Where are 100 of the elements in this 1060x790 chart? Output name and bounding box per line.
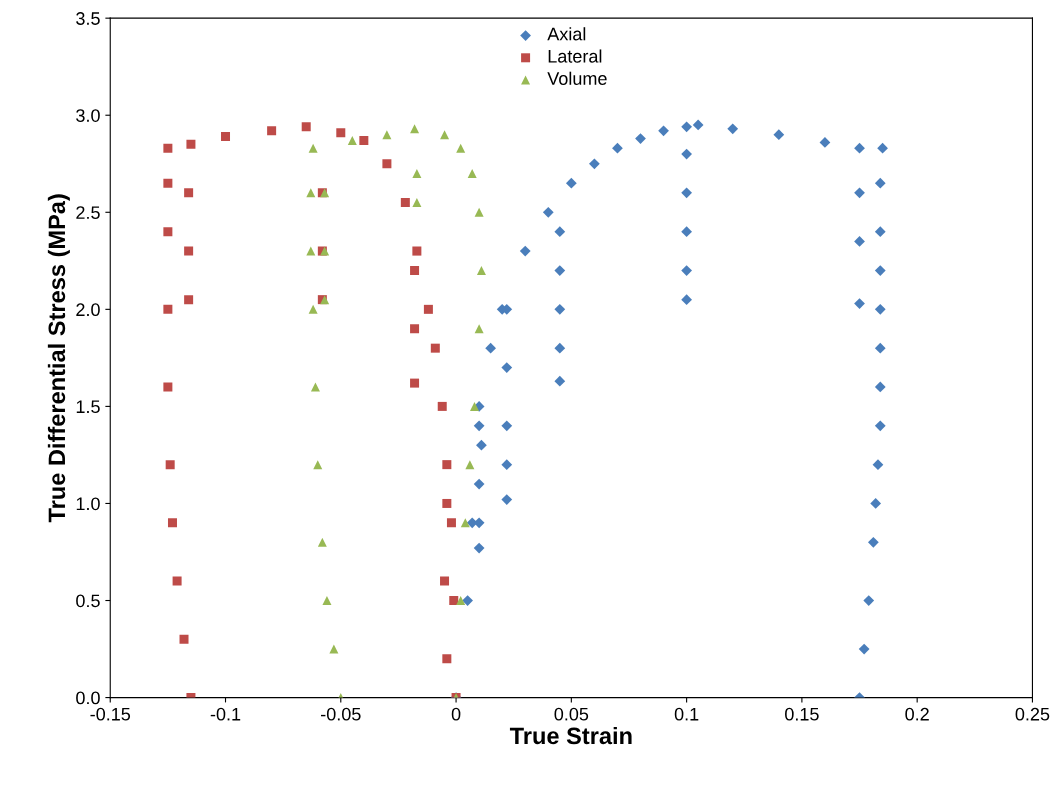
y-tick-label: 2.0	[76, 303, 100, 317]
point	[306, 246, 316, 256]
point	[301, 122, 311, 132]
y-tick-label: 2.5	[76, 206, 100, 219]
point	[874, 381, 886, 393]
point	[163, 304, 173, 314]
point	[382, 130, 392, 140]
point	[412, 198, 422, 208]
point	[612, 142, 623, 154]
point	[854, 187, 865, 199]
y-tick-label: 3.0	[76, 109, 100, 122]
point	[410, 378, 420, 388]
legend-label: Volume	[547, 71, 607, 85]
point	[430, 343, 440, 353]
point	[440, 130, 450, 140]
point	[410, 124, 420, 134]
point	[858, 643, 870, 655]
point	[874, 226, 886, 238]
point	[681, 294, 692, 306]
point	[167, 518, 177, 528]
point	[473, 420, 485, 432]
point	[410, 324, 420, 334]
point	[456, 143, 466, 153]
point	[658, 125, 669, 137]
point	[440, 576, 450, 586]
point	[554, 375, 566, 387]
point	[465, 460, 475, 470]
x-tick-label: 0.1	[674, 707, 699, 721]
point	[681, 121, 692, 133]
x-tick-label: -0.1	[210, 707, 241, 721]
point	[317, 537, 327, 547]
point	[565, 177, 577, 189]
y-tick-label: 3.5	[76, 12, 100, 25]
point	[877, 142, 888, 154]
point	[554, 226, 566, 238]
point	[872, 459, 884, 471]
point	[412, 168, 422, 178]
legend-label: Axial	[547, 27, 586, 41]
y-axis-title: True Differential Stress (MPa)	[47, 194, 70, 523]
point	[473, 542, 485, 554]
point	[501, 494, 513, 505]
point	[874, 342, 886, 354]
point	[874, 177, 886, 189]
point	[184, 188, 194, 198]
point	[863, 595, 875, 606]
point	[727, 123, 739, 135]
point	[681, 265, 692, 276]
point	[410, 266, 420, 276]
point	[681, 226, 692, 238]
y-tick-label: 1.0	[76, 497, 100, 511]
x-tick-label: 0.15	[785, 707, 819, 721]
y-tick-label: 1.5	[76, 400, 100, 414]
point	[874, 420, 886, 432]
point	[501, 362, 513, 373]
point	[485, 342, 497, 354]
point	[308, 304, 318, 314]
point	[437, 401, 447, 411]
point	[874, 303, 886, 315]
point	[446, 518, 456, 528]
point	[449, 596, 459, 606]
point	[382, 159, 392, 169]
x-tick-label: 0.05	[554, 707, 589, 721]
point	[476, 266, 486, 276]
point	[589, 158, 600, 170]
point	[456, 596, 466, 606]
point	[184, 246, 194, 256]
point	[184, 295, 194, 305]
point	[867, 536, 879, 548]
y-tick-label: 0.0	[76, 691, 100, 705]
point	[172, 576, 182, 586]
point	[554, 342, 566, 354]
point	[854, 298, 865, 309]
point	[359, 135, 369, 145]
legend-label: Lateral	[548, 49, 602, 63]
x-tick-label: -0.05	[321, 707, 361, 721]
point	[186, 139, 196, 149]
point	[501, 459, 513, 471]
point	[854, 236, 865, 247]
point	[474, 207, 484, 217]
point	[819, 137, 831, 148]
point	[442, 460, 452, 470]
point	[462, 595, 473, 606]
point	[412, 246, 422, 256]
point	[854, 142, 865, 154]
point	[501, 420, 513, 432]
point	[308, 143, 318, 153]
x-axis-title: True Strain	[509, 726, 632, 745]
point	[870, 498, 882, 509]
point	[681, 187, 692, 199]
point	[336, 128, 346, 138]
point	[554, 303, 566, 315]
x-tick-label: 0.2	[905, 707, 929, 721]
point	[165, 460, 175, 470]
y-tick-label: 0.5	[76, 594, 100, 608]
point	[442, 654, 452, 664]
point	[442, 498, 452, 508]
point	[329, 644, 339, 654]
point	[163, 227, 173, 237]
point	[554, 265, 566, 276]
point	[542, 206, 554, 218]
